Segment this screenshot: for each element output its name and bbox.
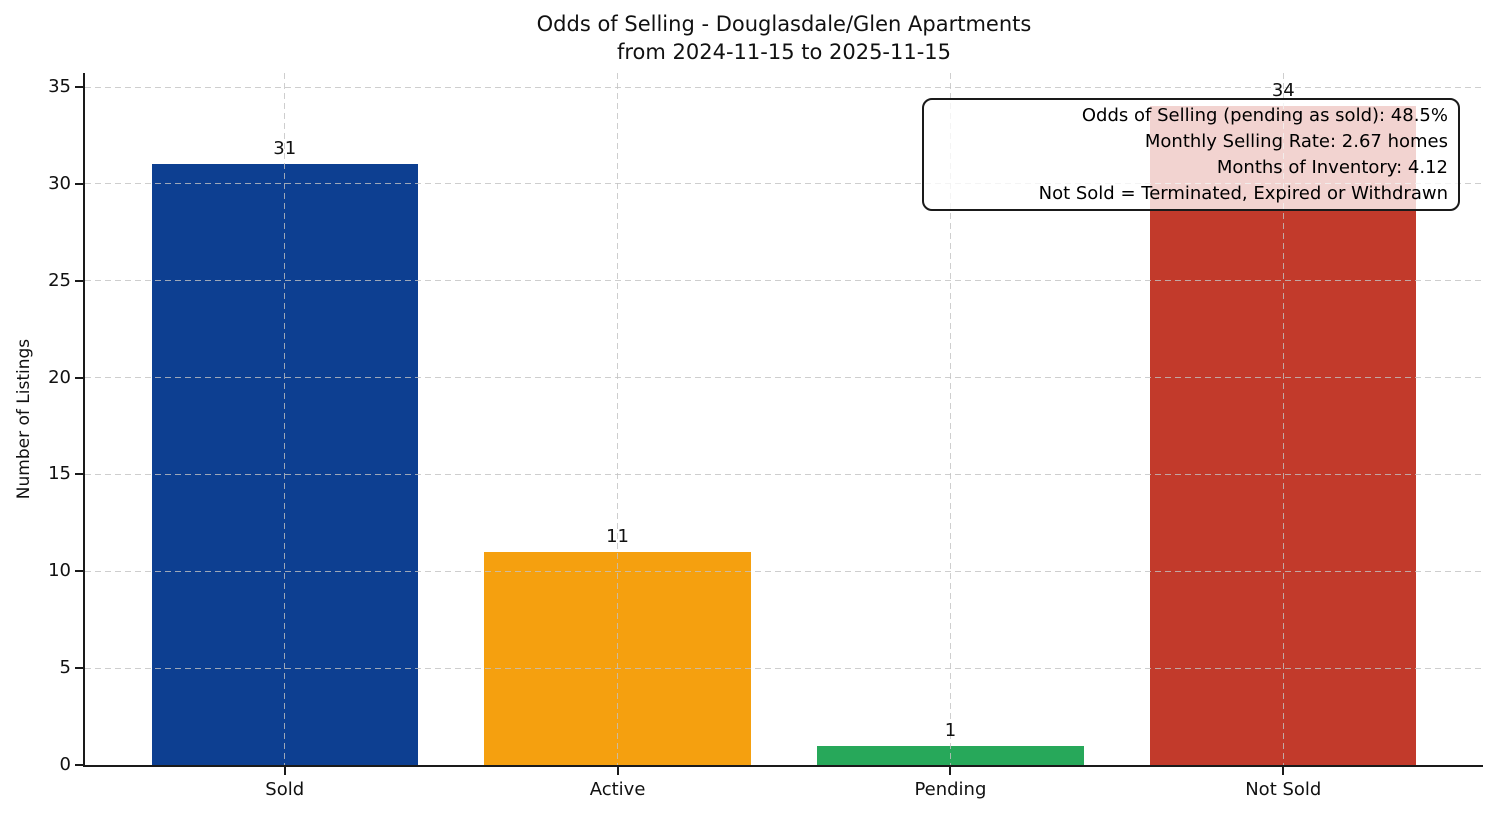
- bar-value-label-active: 11: [606, 525, 630, 547]
- v-gridline: [1282, 73, 1284, 765]
- y-tick-mark: [75, 667, 83, 670]
- y-tick-mark: [75, 764, 83, 766]
- v-gridline: [284, 73, 286, 765]
- y-axis-spine: [83, 73, 85, 767]
- y-tick-label: 35: [48, 76, 71, 97]
- y-tick-label: 10: [48, 560, 71, 582]
- y-tick-label: 5: [59, 657, 71, 679]
- h-gridline: [85, 183, 1483, 185]
- y-tick-mark: [75, 473, 83, 476]
- h-gridline: [85, 473, 1483, 475]
- x-tick-mark: [616, 767, 619, 775]
- x-axis-spine: [83, 765, 1483, 767]
- x-tick-mark: [283, 767, 286, 775]
- chart-title-line2: from 2024-11-15 to 2025-11-15: [616, 40, 952, 64]
- bar-value-label-sold: 31: [273, 138, 297, 160]
- y-tick-label: 0: [59, 754, 71, 775]
- v-gridline: [949, 73, 951, 765]
- y-tick-label: 30: [48, 172, 71, 194]
- annotation-line-inventory: Months of Inventory: 4.12: [1216, 157, 1448, 178]
- y-tick-mark: [75, 86, 83, 88]
- y-tick-mark: [75, 570, 83, 573]
- chart-title-line1: Odds of Selling - Douglasdale/Glen Apart…: [536, 12, 1032, 36]
- annotation-line-not-sold-definition: Not Sold = Terminated, Expired or Withdr…: [1038, 183, 1448, 204]
- h-gridline: [85, 667, 1483, 669]
- y-tick-mark: [75, 376, 83, 379]
- stats-annotation-box: Odds of Selling (pending as sold): 48.5%…: [922, 98, 1460, 211]
- h-gridline: [85, 377, 1483, 379]
- y-tick-mark: [75, 279, 83, 282]
- annotation-line-monthly-rate: Monthly Selling Rate: 2.67 homes: [1144, 131, 1448, 152]
- x-tick-label-not-sold: Not Sold: [1245, 779, 1322, 800]
- x-tick-label-pending: Pending: [914, 779, 987, 800]
- y-tick-label: 25: [48, 269, 71, 291]
- bar-value-label-not-sold: 34: [1271, 80, 1295, 102]
- bar-value-label-pending: 1: [944, 719, 957, 741]
- y-tick-label: 15: [48, 463, 71, 485]
- h-gridline: [85, 570, 1483, 572]
- y-tick-mark: [75, 182, 83, 185]
- annotation-line-odds: Odds of Selling (pending as sold): 48.5%: [1081, 105, 1448, 126]
- x-tick-mark: [949, 767, 952, 775]
- x-tick-label-active: Active: [589, 779, 646, 800]
- h-gridline: [85, 86, 1483, 88]
- h-gridline: [85, 280, 1483, 282]
- x-tick-mark: [1282, 767, 1285, 775]
- x-tick-label-sold: Sold: [265, 779, 305, 800]
- v-gridline: [617, 73, 619, 765]
- y-tick-label: 20: [48, 366, 71, 388]
